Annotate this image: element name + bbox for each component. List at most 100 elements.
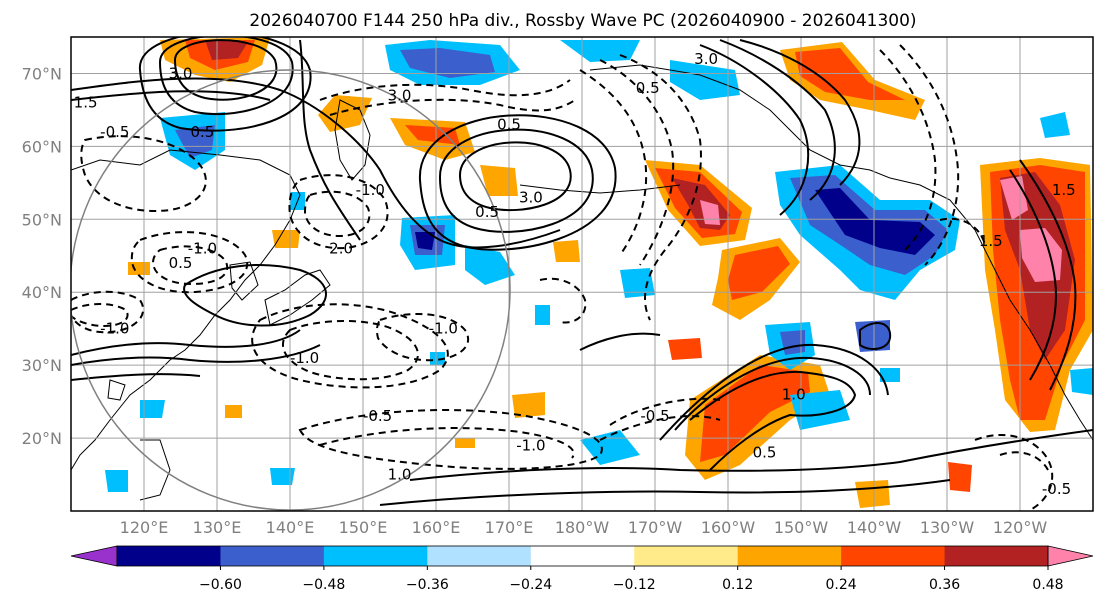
y-tick-label: 20°N [22, 429, 62, 448]
contour-pos [299, 39, 361, 241]
contour-pos [71, 344, 321, 366]
contour-label: 3.0 [388, 86, 412, 104]
contour-label: 0.5 [169, 254, 193, 272]
contour-label: -0.5 [1042, 480, 1071, 498]
shade-pos [700, 200, 720, 225]
x-axis-ticks: 120°E 130°E 140°E 150°E 160°E 170°E 180°W 170°W… [120, 518, 1048, 537]
contour-pos [71, 329, 301, 356]
contour-neg [599, 59, 675, 266]
contour-label: -1.0 [516, 436, 545, 454]
contour-label: 1.0 [782, 385, 806, 403]
reference-circle [71, 69, 511, 511]
colorbar-frame [116, 545, 1049, 567]
contour-label: 0.5 [636, 79, 660, 97]
contour-pos [1019, 159, 1077, 391]
colorbar-swatch [737, 546, 842, 566]
contour-label: 1.0 [388, 466, 412, 484]
contour-pos [418, 114, 617, 251]
x-tick-label: 150°W [774, 518, 829, 537]
shade-neg [400, 48, 495, 78]
coastline-kamchatka [334, 99, 371, 181]
shade-pos [728, 246, 790, 300]
colorbar-tick-label: 0.24 [826, 577, 857, 593]
contour-pos [158, 37, 294, 116]
shade-pos [225, 405, 242, 418]
contour-label: -1.0 [356, 181, 385, 199]
colorbar-tick-label: −0.60 [199, 577, 242, 593]
contour-neg [319, 79, 571, 101]
colorbar-swatch [220, 546, 325, 566]
shade-pos [1020, 228, 1062, 282]
shade-neg [415, 232, 435, 250]
shade-pos [405, 125, 460, 145]
contour-pos [674, 356, 871, 431]
contour-label: 3.0 [169, 64, 193, 82]
shade-pos [512, 392, 545, 418]
colorbar-swatch [427, 546, 532, 566]
contour-neg [71, 303, 129, 328]
x-tick-label: 130°W [920, 518, 975, 537]
contour-label: 3.0 [694, 50, 718, 68]
contour-neg [298, 409, 603, 470]
contour-neg-group [71, 44, 1054, 511]
x-tick-label: 130°E [193, 518, 242, 537]
y-axis-ticks: 20°N 30°N 40°N 50°N 60°N 70°N [22, 64, 62, 448]
coastline-alaska [589, 64, 891, 179]
x-tick-label: 180°W [555, 518, 610, 537]
contour-pos [458, 141, 572, 212]
contour-pos [71, 373, 201, 381]
contour-label: 0.5 [475, 203, 499, 221]
shade-pos [455, 438, 475, 448]
contour-neg [539, 277, 587, 324]
contour-pos [71, 77, 561, 249]
contour-pos [138, 37, 312, 132]
contour-pos [689, 370, 857, 471]
contour-neg [80, 135, 207, 212]
y-tick-label: 60°N [22, 137, 62, 156]
coastline-taiwan [107, 379, 126, 401]
shade-neg [1040, 112, 1070, 138]
x-tick-label: 120°W [993, 518, 1048, 537]
colorbar-tick-label: −0.12 [613, 577, 656, 593]
contour-label: 0.5 [190, 123, 214, 141]
contour-label: 0.5 [497, 116, 521, 134]
map-area: 3.0 3.0 0.5 3.0 0.5 3.0 0.5 1.5 -0.5 0.5 -1.0 2.0 -1… [71, 37, 1093, 511]
contour-pos [1009, 169, 1057, 381]
colorbar-tick-label: 0.36 [929, 577, 960, 593]
contour-label: 3.0 [519, 188, 543, 206]
contour-neg [939, 217, 986, 246]
x-tick-label: 120°E [120, 518, 169, 537]
shade-neg [465, 245, 515, 285]
contour-neg [974, 434, 1054, 511]
colorbar-swatch [944, 546, 1049, 566]
contour-neg [303, 190, 371, 238]
contour-label: 2.0 [329, 239, 353, 257]
colorbar: −0.60 −0.48 −0.36 −0.24 −0.12 0.12 0.24 0.36 0.4… [70, 545, 1094, 593]
chart-title: 2026040700 F144 250 hPa div., Rossby Wav… [249, 11, 916, 31]
contour-pos [409, 429, 1093, 481]
x-tick-label: 170°W [628, 518, 683, 537]
contour-neg [130, 231, 248, 294]
contour-labels: 3.0 3.0 0.5 3.0 0.5 3.0 0.5 1.5 -0.5 0.5 -1.0 2.0 -1… [74, 50, 1076, 498]
contour-neg [251, 303, 449, 389]
coastline-na-west [889, 177, 1093, 441]
contour-neg [71, 290, 145, 334]
x-tick-label: 170°E [485, 518, 534, 537]
contour-neg [151, 245, 229, 286]
x-tick-label: 140°W [847, 518, 902, 537]
y-tick-label: 40°N [22, 283, 62, 302]
coastline-japan [264, 269, 331, 326]
colorbar-swatch [841, 546, 946, 566]
shade-neg [670, 60, 740, 100]
contour-label: 1.5 [74, 94, 98, 112]
colorbar-swatch [323, 546, 428, 566]
contour-neg [879, 49, 937, 251]
contour-label: 1.5 [979, 232, 1003, 250]
colorbar-tick-label: −0.24 [509, 577, 552, 593]
x-tick-label: 160°E [412, 518, 461, 537]
contour-pos [379, 479, 951, 506]
colorbar-swatch [634, 546, 739, 566]
contour-label: 1.5 [1052, 181, 1076, 199]
coastline-asia [71, 149, 301, 471]
